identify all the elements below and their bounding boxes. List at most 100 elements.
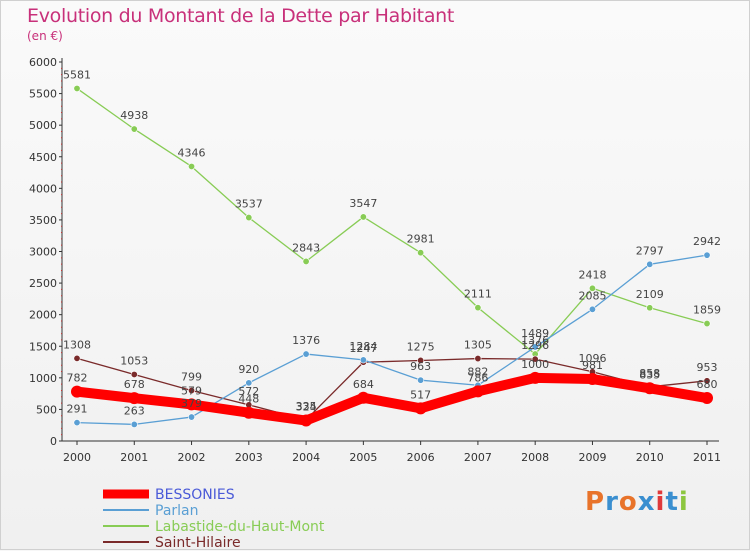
data-point [474,304,482,312]
data-point [73,419,81,427]
y-tick-label: 4000 [29,182,57,195]
data-label: 5581 [63,68,91,81]
y-tick-label: 500 [36,403,57,416]
data-point [586,373,599,386]
data-point [643,382,656,395]
logo-letter: o [618,487,638,517]
data-label: 1376 [521,334,549,347]
data-point [245,214,253,222]
data-label: 2085 [578,289,606,302]
data-point [185,398,198,411]
data-label: 963 [410,360,431,373]
y-tick-label: 4500 [29,151,57,164]
data-label: 1275 [407,340,435,353]
series-line-bessonies [72,372,712,426]
y-tick-label: 6000 [29,56,57,69]
data-label: 324 [296,401,317,414]
data-label: 2109 [636,288,664,301]
data-point [646,260,654,268]
data-point [531,343,539,351]
chart-title: Evolution du Montant de la Dette par Hab… [27,5,455,27]
data-label: 1305 [464,339,492,352]
data-label: 1296 [521,339,549,352]
data-label: 2797 [636,244,664,257]
data-point [703,251,711,259]
y-tick-label: 2500 [29,277,57,290]
data-point [73,354,81,362]
series-line-parlan [76,254,708,426]
data-label: 2111 [464,288,492,301]
data-label: 2418 [578,268,606,281]
data-label: 835 [639,368,660,381]
data-label: 882 [467,365,488,378]
data-point [71,385,83,398]
data-label: 2942 [693,235,721,248]
data-label: 517 [410,388,431,401]
data-label: 799 [181,371,202,384]
data-point [242,406,255,419]
data-point [359,213,367,221]
x-tick-label: 2008 [521,451,549,464]
data-label: 1859 [693,304,721,317]
x-tick-label: 2000 [63,451,91,464]
data-point [300,414,313,427]
logo-letter: x [637,487,656,517]
x-tick-label: 2010 [636,451,664,464]
data-label: 1053 [120,354,148,367]
logo-letter: i [655,487,666,517]
y-tick-label: 3000 [29,246,57,259]
x-tick-label: 2005 [349,451,377,464]
data-point [73,84,81,92]
data-label: 1489 [521,327,549,340]
data-point [417,376,425,384]
data-point [474,355,482,363]
x-tick-label: 2004 [292,451,320,464]
logo-letter: t [665,487,679,517]
logo-letter: r [605,487,619,517]
data-label: 920 [238,363,259,376]
data-label: 1376 [292,334,320,347]
data-label: 4346 [178,146,206,159]
data-label: 678 [124,378,145,391]
data-label: 1284 [349,340,377,353]
data-label: 1247 [349,342,377,355]
data-point [302,257,310,265]
data-label: 2843 [292,241,320,254]
y-tick-label: 1500 [29,340,57,353]
data-label: 2981 [407,233,435,246]
data-point [414,402,427,415]
data-point [646,304,654,312]
data-label: 981 [582,359,603,372]
data-label: 953 [697,361,718,374]
data-point [701,392,713,405]
data-point [357,391,370,404]
data-point [245,379,253,387]
data-point [359,356,367,364]
data-point [588,284,596,292]
y-tick-label: 0 [50,435,57,448]
logo-letter: i [678,487,689,517]
series-line-labastide-du-haut-mont [76,87,708,355]
data-label: 1000 [521,358,549,371]
data-label: 448 [238,393,259,406]
data-label: 1096 [578,352,606,365]
data-point [588,305,596,313]
x-tick-label: 2007 [464,451,492,464]
data-label: 4938 [120,109,148,122]
data-label: 782 [67,372,88,385]
data-label: 684 [353,378,374,391]
data-label: 379 [181,397,202,410]
x-tick-label: 2009 [578,451,606,464]
data-point [130,370,138,378]
data-point [130,420,138,428]
x-tick-label: 2006 [407,451,435,464]
data-label: 572 [238,385,259,398]
y-tick-label: 3500 [29,214,57,227]
legend-label: Saint-Hilaire [155,535,241,551]
chart-subtitle: (en €) [27,29,63,43]
data-label: 291 [67,403,88,416]
x-tick-label: 2001 [120,451,148,464]
y-tick-label: 5500 [29,88,57,101]
